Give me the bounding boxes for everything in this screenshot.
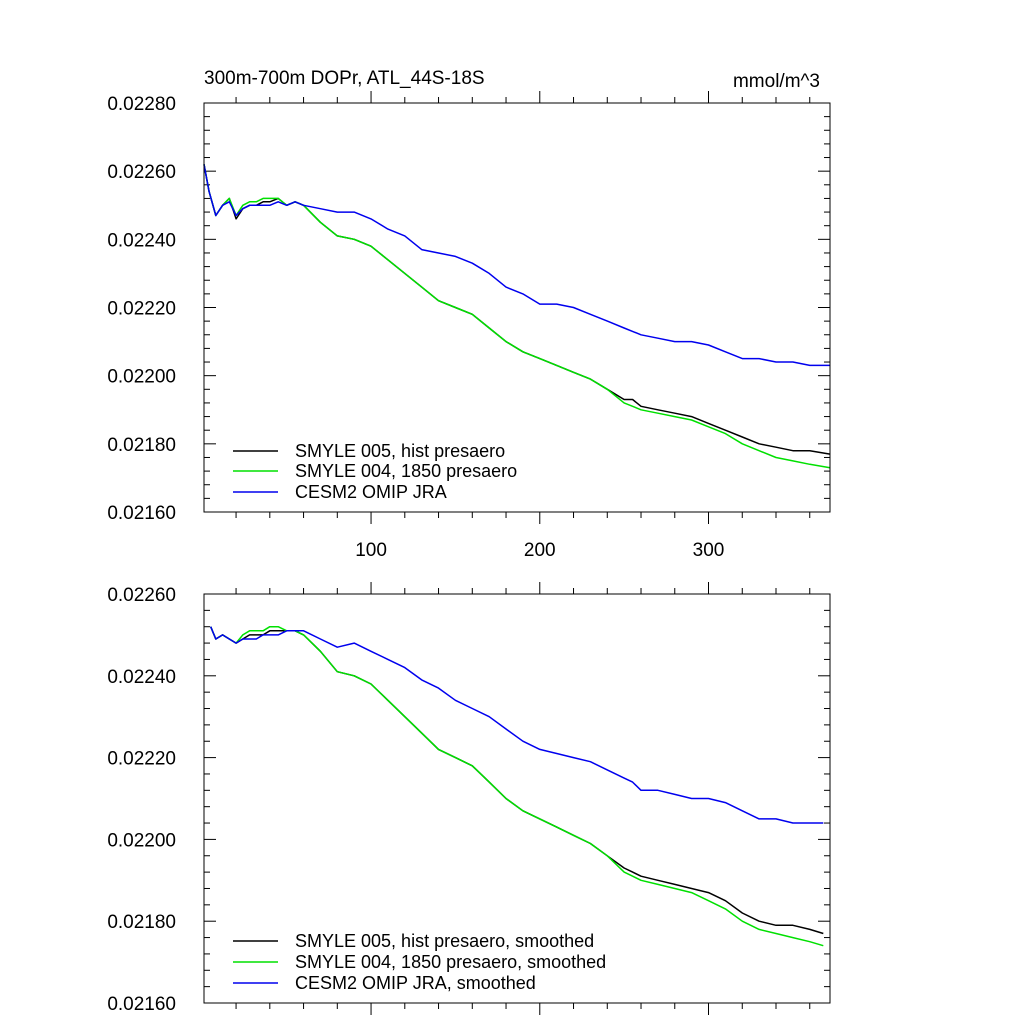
bottom-y-tick-label: 0.02220 xyxy=(107,749,176,770)
top-chart-legend: SMYLE 005, hist presaero SMYLE 004, 1850… xyxy=(233,441,517,502)
top-chart-units: mmol/m^3 xyxy=(733,71,820,92)
top-chart-series xyxy=(203,164,831,469)
top-chart-panel: 300m-700m DOPr, ATL_44S-18S mmol/m^3 0.0… xyxy=(107,68,831,561)
top-x-tick-label: 100 xyxy=(355,540,387,561)
top-chart-title: 300m-700m DOPr, ATL_44S-18S xyxy=(204,68,485,89)
bottom-y-tick-label: 0.02240 xyxy=(107,667,176,688)
bottom-chart-ticks: 0.02160 0.02180 0.02200 0.02220 0.02240 0.022… xyxy=(107,582,830,1015)
bottom-y-tick-label: 0.02260 xyxy=(107,585,176,606)
legend-label-cesm2-omip-smoothed: CESM2 OMIP JRA, smoothed xyxy=(295,973,536,993)
bottom-y-tick-label: 0.02160 xyxy=(107,994,176,1015)
legend-label-smyle-005: SMYLE 005, hist presaero xyxy=(295,441,505,461)
top-y-tick-label: 0.02200 xyxy=(107,367,176,388)
top-x-tick-label: 300 xyxy=(693,540,725,561)
top-series-cesm2-omip-line xyxy=(203,164,830,367)
top-chart-ticks: 0.02160 0.02180 0.02200 0.02220 0.02240 0.022… xyxy=(107,91,830,561)
legend-label-smyle-004-smoothed: SMYLE 004, 1850 presaero, smoothed xyxy=(295,952,606,972)
top-y-tick-label: 0.02180 xyxy=(107,435,176,456)
bottom-chart-series xyxy=(210,625,824,947)
top-chart-frame xyxy=(203,102,831,513)
legend-label-smyle-004: SMYLE 004, 1850 presaero xyxy=(295,461,517,481)
top-x-tick-label: 200 xyxy=(524,540,556,561)
top-y-tick-label: 0.02240 xyxy=(107,230,176,251)
bottom-chart-panel: 0.02160 0.02180 0.02200 0.02220 0.02240 0.022… xyxy=(107,582,831,1015)
bottom-y-tick-label: 0.02200 xyxy=(107,830,176,851)
top-series-smyle-004-line xyxy=(203,164,831,469)
bottom-y-tick-label: 0.02180 xyxy=(107,912,176,933)
bottom-series-cesm2-omip-line xyxy=(210,626,824,824)
top-y-tick-label: 0.02260 xyxy=(107,162,176,183)
top-y-tick-label: 0.02220 xyxy=(107,299,176,320)
legend-label-smyle-005-smoothed: SMYLE 005, hist presaero, smoothed xyxy=(295,931,594,951)
bottom-chart-frame xyxy=(203,593,831,1004)
bottom-series-smyle-004-line xyxy=(210,625,824,947)
legend-label-cesm2-omip: CESM2 OMIP JRA xyxy=(295,482,447,502)
top-y-tick-label: 0.02160 xyxy=(107,503,176,524)
top-y-tick-label: 0.02280 xyxy=(107,94,176,115)
bottom-chart-legend: SMYLE 005, hist presaero, smoothed SMYLE… xyxy=(233,931,606,993)
